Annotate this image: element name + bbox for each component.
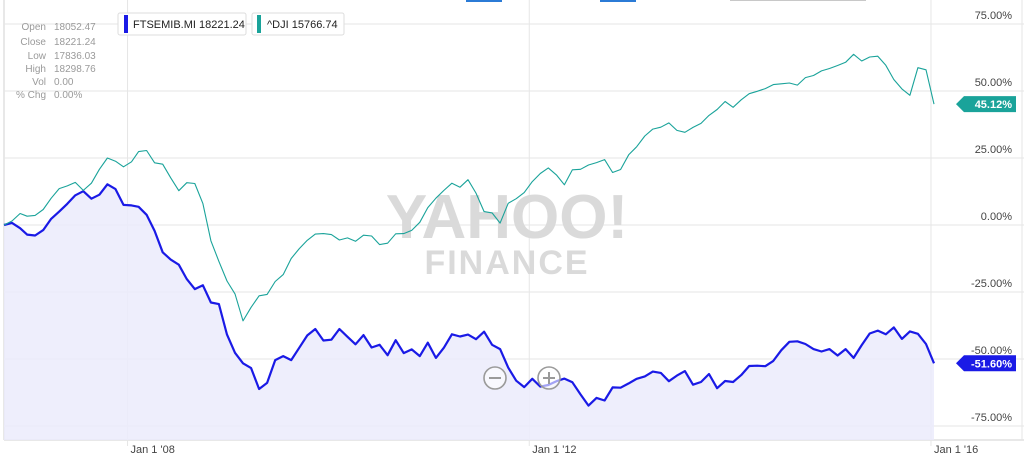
end-badge-label: -51.60% bbox=[971, 358, 1012, 370]
legend-entry-dji: ^DJI 15766.74 bbox=[267, 19, 338, 31]
series-layer bbox=[3, 53, 936, 407]
legend-swatch-dji bbox=[257, 15, 261, 33]
legend: FTSEMIB.MI 18221.24 ^DJI 15766.74 bbox=[117, 12, 345, 36]
ohlc-value: 17836.03 bbox=[54, 51, 96, 62]
top-tab-indicator[interactable] bbox=[466, 0, 502, 2]
series-line-ftse bbox=[3, 183, 936, 407]
ohlc-value: 18052.47 bbox=[54, 22, 96, 33]
ohlc-label: Low bbox=[28, 51, 47, 62]
end-badge-ftse: -51.60% bbox=[956, 355, 1016, 372]
watermark-line2: FINANCE bbox=[424, 244, 589, 282]
ohlc-label: Close bbox=[20, 37, 46, 48]
end-badge-label: 45.12% bbox=[975, 99, 1013, 111]
x-tick-label: Jan 1 '16 bbox=[934, 444, 978, 456]
legend-entry-ftse: FTSEMIB.MI 18221.24 bbox=[133, 19, 245, 31]
ohlc-value: 18298.76 bbox=[54, 64, 96, 75]
ohlc-panel: Open 18052.47 Close 18221.24 Low 17836.0… bbox=[16, 22, 96, 101]
x-axis-ticks: Jan 1 '08 Jan 1 '12 Jan 1 '16 bbox=[131, 444, 979, 456]
y-tick-label: 50.00% bbox=[975, 77, 1013, 89]
y-tick-label: -25.00% bbox=[971, 278, 1012, 290]
fill-layer bbox=[4, 184, 934, 440]
y-axis-ticks: 75.00% 50.00% 25.00% 0.00% -25.00% -50.00% -75… bbox=[971, 10, 1012, 424]
x-tick-label: Jan 1 '12 bbox=[532, 444, 576, 456]
top-edge-line bbox=[730, 0, 866, 1]
legend-box bbox=[117, 12, 247, 36]
y-tick-label: 0.00% bbox=[981, 211, 1012, 223]
watermark: YAHOO! FINANCE bbox=[386, 183, 628, 282]
legend-box bbox=[251, 12, 345, 36]
x-tick-label: Jan 1 '08 bbox=[131, 444, 175, 456]
zoom-out-button[interactable] bbox=[483, 366, 507, 390]
top-tab-indicator[interactable] bbox=[600, 0, 636, 2]
ohlc-label: Vol bbox=[32, 77, 46, 88]
end-badge-shape bbox=[956, 355, 1016, 372]
ohlc-label: High bbox=[25, 64, 46, 75]
y-tick-label: 25.00% bbox=[975, 144, 1013, 156]
ohlc-label: % Chg bbox=[16, 90, 46, 101]
ohlc-value: 0.00% bbox=[54, 90, 82, 101]
watermark-line1: YAHOO! bbox=[386, 183, 628, 252]
y-tick-label: 75.00% bbox=[975, 10, 1013, 22]
legend-swatch-ftse bbox=[124, 15, 128, 33]
end-badge-dji: 45.12% bbox=[956, 96, 1016, 113]
end-badges: -51.60% 45.12% bbox=[956, 96, 1016, 372]
y-tick-label: -50.00% bbox=[971, 345, 1012, 357]
ohlc-value: 18221.24 bbox=[54, 37, 96, 48]
ohlc-label: Open bbox=[22, 22, 46, 33]
zoom-in-button[interactable] bbox=[537, 366, 561, 390]
end-badge-shape bbox=[956, 96, 1016, 113]
y-tick-label: -75.00% bbox=[971, 412, 1012, 424]
ftse-area-fill bbox=[4, 184, 934, 440]
ohlc-value: 0.00 bbox=[54, 77, 74, 88]
series-line-dji bbox=[3, 53, 935, 322]
